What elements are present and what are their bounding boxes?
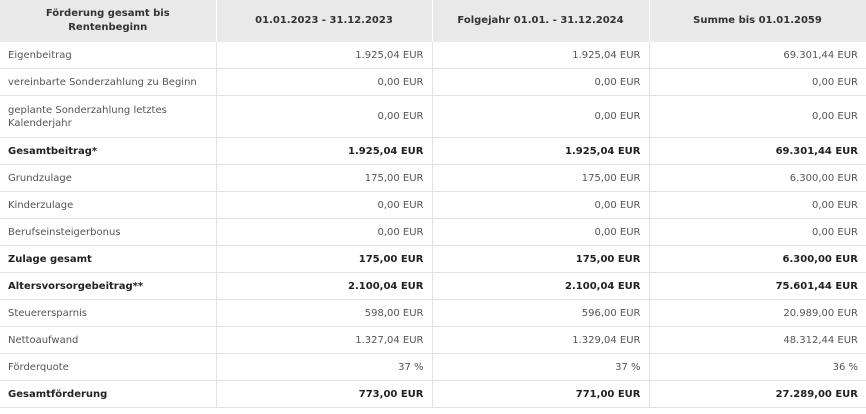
- cell-2024: 175,00 EUR: [432, 245, 650, 273]
- cell-2024: 596,00 EUR: [432, 299, 650, 327]
- table-row: Nettoaufwand 1.327,04 EUR 1.329,04 EUR 4…: [0, 326, 866, 354]
- table-row-subtotal: Zulage gesamt 175,00 EUR 175,00 EUR 6.30…: [0, 245, 866, 273]
- column-header-label: Förderung gesamt bis Rentenbeginn: [0, 0, 217, 42]
- cell-total: 0,00 EUR: [649, 95, 866, 138]
- cell-total: 0,00 EUR: [649, 218, 866, 246]
- cell-2023: 37 %: [216, 353, 433, 381]
- cell-2023: 1.925,04 EUR: [216, 42, 433, 69]
- cell-2023: 0,00 EUR: [216, 95, 433, 138]
- cell-2024: 0,00 EUR: [432, 95, 650, 138]
- cell-2023: 0,00 EUR: [216, 218, 433, 246]
- column-header-year-2023: 01.01.2023 - 31.12.2023: [216, 0, 433, 42]
- row-label: Kinderzulage: [0, 191, 217, 219]
- table-header: Förderung gesamt bis Rentenbeginn 01.01.…: [0, 0, 866, 42]
- cell-2024: 0,00 EUR: [432, 68, 650, 96]
- cell-2023: 175,00 EUR: [216, 245, 433, 273]
- row-label: geplante Sonderzahlung letztes Kalenderj…: [0, 95, 217, 138]
- cell-2024: 1.329,04 EUR: [432, 326, 650, 354]
- table-row: Grundzulage 175,00 EUR 175,00 EUR 6.300,…: [0, 164, 866, 192]
- cell-2024: 1.925,04 EUR: [432, 42, 650, 69]
- row-label: Gesamtbeitrag*: [0, 137, 217, 165]
- row-label: Nettoaufwand: [0, 326, 217, 354]
- cell-2024: 0,00 EUR: [432, 191, 650, 219]
- cell-total: 6.300,00 EUR: [649, 164, 866, 192]
- cell-total: 0,00 EUR: [649, 191, 866, 219]
- table-row-total: Gesamtförderung 773,00 EUR 771,00 EUR 27…: [0, 380, 866, 408]
- column-header-total: Summe bis 01.01.2059: [649, 0, 866, 42]
- cell-total: 48.312,44 EUR: [649, 326, 866, 354]
- cell-2023: 1.925,04 EUR: [216, 137, 433, 165]
- table-row: Steuerersparnis 598,00 EUR 596,00 EUR 20…: [0, 299, 866, 327]
- cell-2023: 2.100,04 EUR: [216, 272, 433, 300]
- cell-total: 0,00 EUR: [649, 68, 866, 96]
- row-label: Berufseinsteigerbonus: [0, 218, 217, 246]
- cell-total: 69.301,44 EUR: [649, 137, 866, 165]
- table-row: Eigenbeitrag 1.925,04 EUR 1.925,04 EUR 6…: [0, 42, 866, 69]
- cell-total: 75.601,44 EUR: [649, 272, 866, 300]
- table-row: Berufseinsteigerbonus 0,00 EUR 0,00 EUR …: [0, 218, 866, 246]
- table-row-subtotal: Altersvorsorgebeitrag** 2.100,04 EUR 2.1…: [0, 272, 866, 300]
- cell-2024: 175,00 EUR: [432, 164, 650, 192]
- column-header-year-2024: Folgejahr 01.01. - 31.12.2024: [432, 0, 650, 42]
- cell-total: 20.989,00 EUR: [649, 299, 866, 327]
- cell-2023: 598,00 EUR: [216, 299, 433, 327]
- table-row: Förderquote 37 % 37 % 36 %: [0, 353, 866, 381]
- table-row-subtotal: Gesamtbeitrag* 1.925,04 EUR 1.925,04 EUR…: [0, 137, 866, 165]
- cell-total: 69.301,44 EUR: [649, 42, 866, 69]
- row-label: Altersvorsorgebeitrag**: [0, 272, 217, 300]
- cell-2024: 37 %: [432, 353, 650, 381]
- table-row: Kinderzulage 0,00 EUR 0,00 EUR 0,00 EUR: [0, 191, 866, 219]
- row-label: Förderquote: [0, 353, 217, 381]
- cell-2023: 175,00 EUR: [216, 164, 433, 192]
- cell-2023: 0,00 EUR: [216, 191, 433, 219]
- table-row: vereinbarte Sonderzahlung zu Beginn 0,00…: [0, 68, 866, 96]
- row-label: Eigenbeitrag: [0, 42, 217, 69]
- cell-2024: 771,00 EUR: [432, 380, 650, 408]
- cell-total: 27.289,00 EUR: [649, 380, 866, 408]
- cell-2024: 0,00 EUR: [432, 218, 650, 246]
- cell-2023: 1.327,04 EUR: [216, 326, 433, 354]
- cell-2024: 2.100,04 EUR: [432, 272, 650, 300]
- cell-2023: 0,00 EUR: [216, 68, 433, 96]
- cell-2023: 773,00 EUR: [216, 380, 433, 408]
- cell-total: 36 %: [649, 353, 866, 381]
- row-label: vereinbarte Sonderzahlung zu Beginn: [0, 68, 217, 96]
- table-row: geplante Sonderzahlung letztes Kalenderj…: [0, 95, 866, 138]
- row-label: Grundzulage: [0, 164, 217, 192]
- cell-2024: 1.925,04 EUR: [432, 137, 650, 165]
- header-row: Förderung gesamt bis Rentenbeginn 01.01.…: [0, 0, 866, 42]
- row-label: Gesamtförderung: [0, 380, 217, 408]
- row-label: Steuerersparnis: [0, 299, 217, 327]
- table-body: Eigenbeitrag 1.925,04 EUR 1.925,04 EUR 6…: [0, 42, 866, 408]
- cell-total: 6.300,00 EUR: [649, 245, 866, 273]
- row-label: Zulage gesamt: [0, 245, 217, 273]
